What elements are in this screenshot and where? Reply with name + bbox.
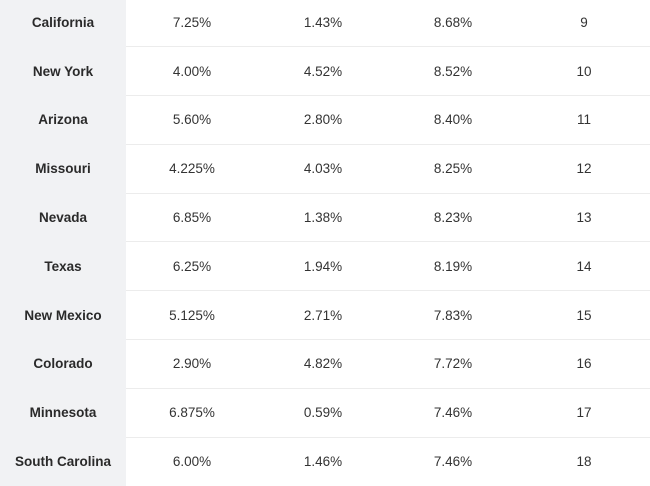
table-row: New Mexico 5.125% 2.71% 7.83% 15 — [0, 290, 650, 341]
state-name-cell: New York — [0, 46, 126, 97]
state-rate-cell: 6.875% — [126, 388, 258, 438]
table-row: Missouri 4.225% 4.03% 8.25% 12 — [0, 144, 650, 194]
combined-rate-cell: 7.46% — [433, 454, 473, 470]
avg-local-rate-cell: 1.94% — [258, 241, 388, 292]
state-rate-cell: 2.90% — [126, 339, 258, 389]
rank-cell: 10 — [518, 46, 650, 97]
state-name-cell: Minnesota — [0, 388, 126, 438]
state-rate-cell: 5.60% — [126, 95, 258, 145]
state-rate-cell: 6.00% — [172, 454, 212, 470]
combined-rate-cell: 7.46% — [388, 388, 518, 438]
combined-rate-cell: 8.52% — [388, 46, 518, 97]
state-rate-cell: 4.225% — [126, 144, 258, 194]
combined-rate-cell: 8.23% — [388, 193, 518, 243]
rank-cell: 13 — [518, 193, 650, 243]
state-rate-cell: 6.85% — [126, 193, 258, 243]
table-row: New York 4.00% 4.52% 8.52% 10 — [0, 46, 650, 97]
rank-cell: 12 — [518, 144, 650, 194]
combined-rate-cell: 8.25% — [388, 144, 518, 194]
rank-cell: 18 — [576, 454, 592, 470]
table-row: Nevada 6.85% 1.38% 8.23% 13 — [0, 193, 650, 243]
avg-local-rate-cell: 1.43% — [258, 0, 388, 48]
rank-cell: 15 — [518, 290, 650, 341]
table-row: Minnesota 6.875% 0.59% 7.46% 17 — [0, 388, 650, 438]
avg-local-rate-cell: 1.46% — [303, 454, 343, 470]
state-name-cell: Arizona — [0, 95, 126, 145]
state-name-cell: South Carolina — [0, 437, 126, 486]
table-row: Arizona 5.60% 2.80% 8.40% 11 — [0, 95, 650, 145]
avg-local-rate-cell: 1.38% — [258, 193, 388, 243]
avg-local-rate-cell: 4.03% — [258, 144, 388, 194]
state-name-cell: Colorado — [0, 339, 126, 389]
avg-local-rate-cell: 4.82% — [258, 339, 388, 389]
state-name-cell: Texas — [0, 241, 126, 292]
state-rate-cell: 6.25% — [126, 241, 258, 292]
combined-rate-cell: 7.83% — [388, 290, 518, 341]
combined-rate-cell: 8.68% — [388, 0, 518, 48]
combined-rate-cell: 8.40% — [388, 95, 518, 145]
rank-cell: 16 — [518, 339, 650, 389]
state-rate-cell: 4.00% — [126, 46, 258, 97]
state-name-cell: California — [0, 0, 126, 48]
rank-cell: 17 — [518, 388, 650, 438]
avg-local-rate-cell: 2.71% — [258, 290, 388, 341]
combined-rate-cell: 8.19% — [388, 241, 518, 292]
state-name-cell: New Mexico — [0, 290, 126, 341]
state-rate-cell: 5.125% — [126, 290, 258, 341]
table-row: Colorado 2.90% 4.82% 7.72% 16 — [0, 339, 650, 389]
avg-local-rate-cell: 4.52% — [258, 46, 388, 97]
rank-cell: 9 — [518, 0, 650, 48]
state-rate-cell: 7.25% — [126, 0, 258, 48]
avg-local-rate-cell: 2.80% — [258, 95, 388, 145]
table-row: California 7.25% 1.43% 8.68% 9 — [0, 0, 650, 48]
rank-cell: 11 — [518, 95, 650, 145]
state-name-cell: Missouri — [0, 144, 126, 194]
combined-rate-cell: 7.72% — [388, 339, 518, 389]
rank-cell: 14 — [518, 241, 650, 292]
avg-local-rate-cell: 0.59% — [258, 388, 388, 438]
table-row: South Carolina 6.00% 1.46% 7.46% 18 — [0, 437, 650, 486]
table-row: Texas 6.25% 1.94% 8.19% 14 — [0, 241, 650, 292]
state-name-cell: Nevada — [0, 193, 126, 243]
